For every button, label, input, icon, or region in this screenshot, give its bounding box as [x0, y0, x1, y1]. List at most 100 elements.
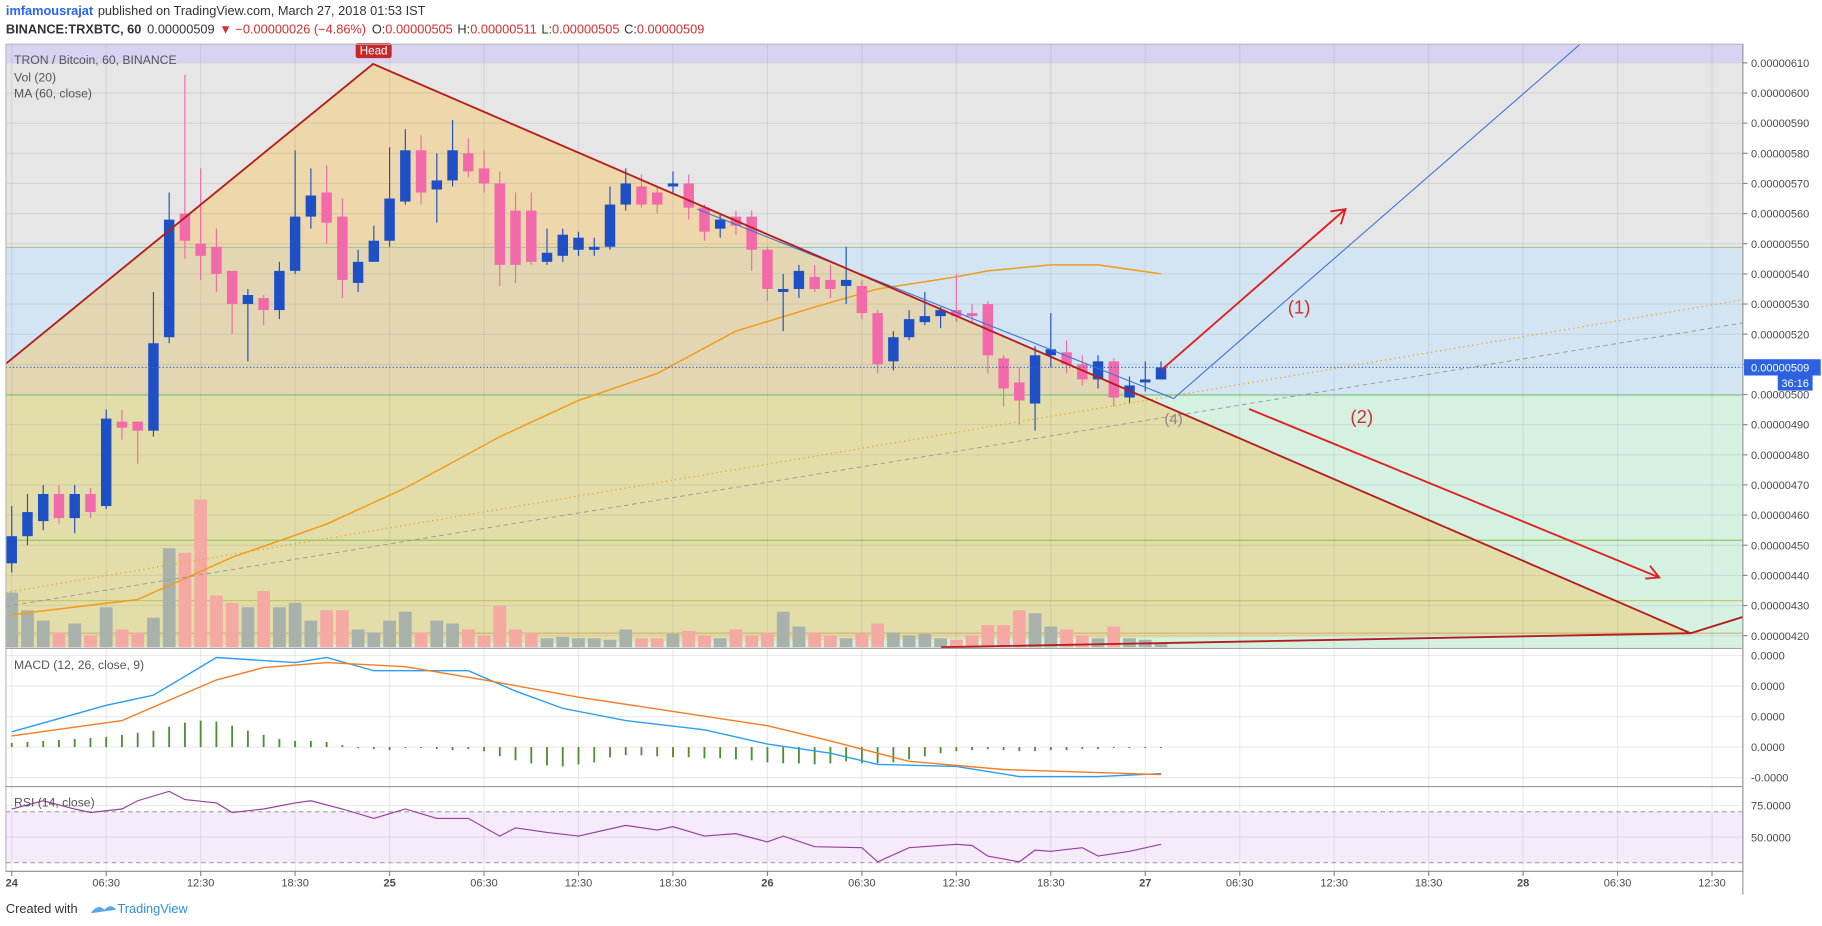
- drawings: Head (1) (2) (4): [5, 42, 1744, 649]
- macd-histogram-bar: [404, 747, 407, 749]
- candle-body: [935, 310, 946, 317]
- volume-bar: [351, 629, 365, 648]
- legend-item: MACD (12, 26, close, 9): [14, 658, 144, 672]
- pattern-line: [5, 62, 1744, 635]
- candle-body: [494, 183, 506, 265]
- y-tick-label: 0.00000520: [1751, 329, 1809, 341]
- macd-histogram-bar: [1081, 747, 1084, 750]
- ohlc-label: L:: [541, 22, 552, 37]
- x-tick-label: 25: [383, 877, 395, 889]
- candles: [5, 74, 1743, 573]
- macd-histogram-bar: [246, 730, 249, 748]
- ohlc-label: O:: [372, 22, 385, 37]
- volume-bar: [1044, 626, 1058, 648]
- annotation: (4): [1164, 411, 1182, 428]
- macd-histogram-bar: [309, 740, 312, 748]
- annotation: Head: [360, 45, 388, 58]
- macd-histogram-bar: [624, 747, 627, 756]
- macd-histogram-bar: [168, 726, 171, 748]
- macd-histogram-bar: [420, 747, 422, 749]
- axes: 0.00000610 0.00000600 0.00000590 0.00000580…: [6, 58, 1821, 889]
- macd-histogram-bar: [1144, 747, 1147, 749]
- volume-bar: [194, 499, 208, 648]
- head-label-box: [355, 42, 392, 59]
- indicators: [5, 656, 1743, 864]
- x-tick-label: 12:30: [565, 877, 593, 889]
- symbol: BINANCE:TRXBTC, 60: [6, 22, 141, 37]
- candle-body: [667, 183, 679, 187]
- volume-bar: [965, 635, 979, 648]
- volume-bar: [1028, 613, 1042, 648]
- volume-bar: [36, 620, 50, 648]
- candle-body: [919, 316, 931, 323]
- signal-line: [11, 661, 1162, 776]
- x-tick-label: 28: [1517, 877, 1529, 889]
- arrow: [1161, 207, 1347, 371]
- candle-body: [226, 270, 238, 305]
- volume-bar: [1154, 642, 1168, 648]
- macd-histogram-bar: [593, 747, 596, 763]
- volume-bar: [556, 636, 570, 648]
- publish-line: imfamousrajat published on TradingView.co…: [6, 3, 426, 18]
- macd-histogram-bar: [215, 721, 218, 748]
- macd-histogram-bar: [498, 747, 501, 757]
- candle-body: [211, 246, 222, 274]
- candle-body: [526, 210, 537, 262]
- volume-bar: [1107, 626, 1121, 648]
- volume-bar: [918, 633, 932, 648]
- x-tick-label: 27: [1139, 877, 1151, 889]
- volume-bar: [257, 591, 271, 648]
- macd-histogram-bar: [672, 747, 674, 758]
- candle-body: [872, 313, 883, 365]
- macd-histogram-bar: [388, 747, 391, 751]
- volume-bar: [808, 632, 822, 648]
- ohlc-label: H:: [457, 22, 470, 37]
- candle-body: [337, 216, 348, 280]
- macd-histogram-bar: [735, 747, 737, 760]
- brand[interactable]: TradingView: [117, 901, 188, 916]
- macd-histogram-bar: [782, 747, 785, 764]
- y-tick-label: 0.00000570: [1751, 179, 1809, 191]
- created-with: Created with: [6, 901, 78, 916]
- macd-histogram-bar: [609, 747, 611, 758]
- volume-bar: [320, 610, 333, 648]
- macd-histogram-bar: [26, 741, 29, 748]
- candle-body: [998, 358, 1009, 389]
- volume-bar: [871, 623, 885, 648]
- legend-item: RSI (14, close): [14, 795, 95, 809]
- candle-body: [116, 421, 128, 428]
- candle-body: [478, 168, 490, 184]
- y-tick-label: 0.00000450: [1751, 540, 1809, 552]
- candle-body: [888, 337, 899, 362]
- volume-bar: [131, 632, 145, 648]
- macd-histogram-bar: [577, 747, 580, 765]
- candle-body: [1045, 349, 1057, 356]
- pattern-fill: [5, 63, 1691, 648]
- neckline: [941, 632, 1691, 649]
- candle-body: [683, 183, 694, 208]
- candle-body: [1014, 382, 1025, 401]
- volume-bar: [493, 605, 507, 648]
- macd-histogram-bar: [908, 747, 911, 760]
- y-tick-label: 0.00000590: [1751, 118, 1809, 130]
- volume-bar: [934, 638, 947, 648]
- y-tick-label: 0.00000610: [1751, 58, 1809, 70]
- candle-body: [636, 186, 647, 205]
- legend-item: Vol (20): [14, 70, 56, 84]
- logo: [90, 906, 117, 914]
- candle-body: [510, 210, 521, 265]
- zone: [5, 44, 1743, 63]
- ohlc-value: 0.00000505: [552, 22, 619, 37]
- candle-body: [589, 246, 600, 250]
- y-tick-label: -0.0000: [1751, 773, 1788, 785]
- volume-bar: [729, 629, 743, 648]
- candle-body: [163, 219, 175, 338]
- arrow: ▼: [219, 22, 232, 37]
- volume-bar: [603, 639, 617, 648]
- volume-bar: [68, 623, 82, 648]
- x-tick-label: 06:30: [470, 877, 498, 889]
- candle-body: [368, 240, 380, 262]
- volume-bar: [1012, 610, 1026, 648]
